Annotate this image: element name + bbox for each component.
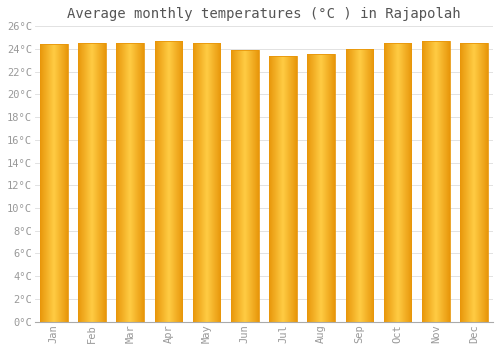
Title: Average monthly temperatures (°C ) in Rajapolah: Average monthly temperatures (°C ) in Ra… [67,7,460,21]
